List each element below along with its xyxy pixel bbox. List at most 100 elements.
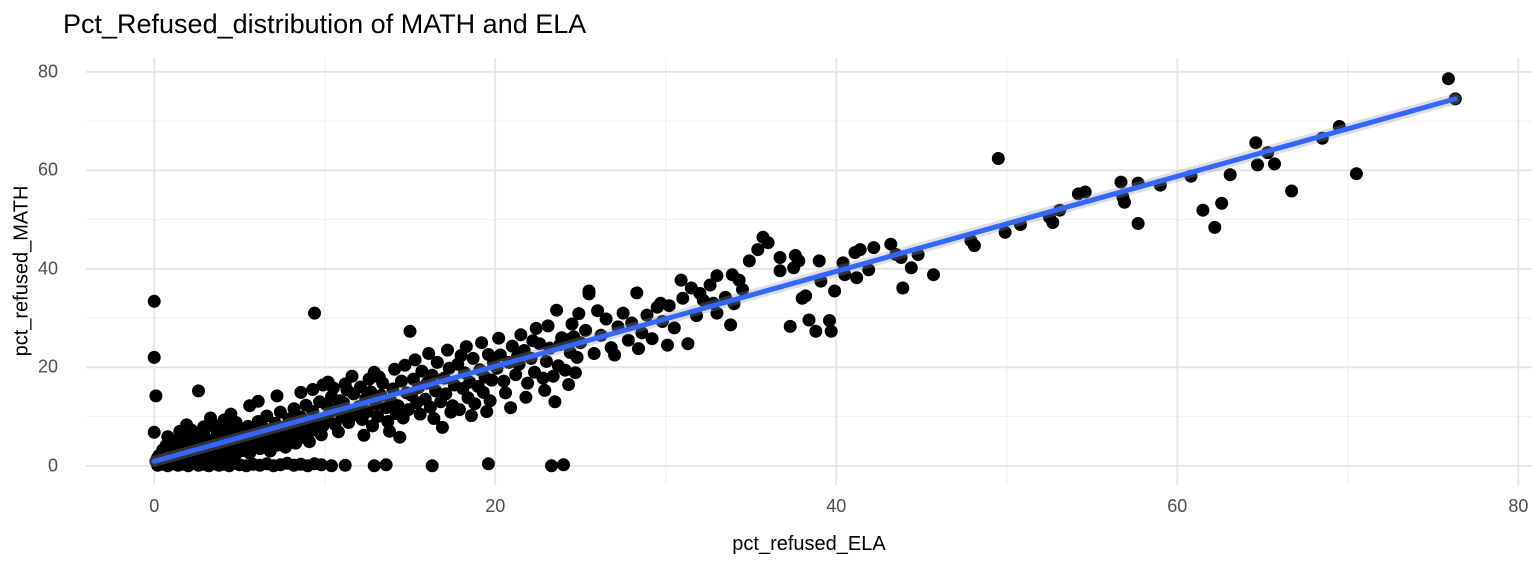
- y-tick-label: 40: [37, 258, 58, 279]
- data-point: [536, 371, 550, 385]
- data-point: [499, 386, 512, 400]
- data-point: [1114, 175, 1128, 189]
- data-point: [338, 377, 352, 391]
- data-point: [441, 343, 454, 357]
- trend-layer: [148, 93, 1461, 467]
- data-point: [799, 289, 813, 303]
- data-point: [1223, 168, 1237, 182]
- data-point: [676, 291, 690, 305]
- data-point: [1078, 185, 1092, 199]
- data-point: [425, 368, 439, 382]
- data-point: [645, 332, 659, 346]
- x-tick-label: 0: [149, 496, 160, 516]
- data-point: [783, 319, 797, 333]
- data-point: [927, 268, 940, 282]
- data-point: [582, 284, 596, 298]
- data-point: [497, 374, 511, 388]
- data-point: [526, 334, 540, 348]
- data-point: [294, 385, 308, 399]
- data-point: [483, 394, 497, 408]
- data-point: [439, 387, 453, 401]
- data-point: [464, 409, 478, 423]
- data-point: [558, 363, 572, 377]
- data-point: [308, 306, 321, 320]
- x-axis-title: pct_refused_ELA: [732, 533, 886, 555]
- trend-line: [151, 96, 1458, 464]
- data-point: [475, 336, 489, 350]
- data-point: [674, 273, 688, 287]
- data-point: [314, 458, 328, 472]
- data-point: [862, 263, 876, 277]
- data-point: [736, 283, 749, 296]
- data-point: [415, 364, 429, 378]
- data-point: [710, 306, 724, 320]
- data-point: [1196, 203, 1210, 217]
- data-point: [1208, 220, 1222, 234]
- data-point: [326, 381, 340, 395]
- data-point: [413, 407, 427, 421]
- y-tick-label: 80: [37, 61, 58, 82]
- data-point: [270, 389, 284, 403]
- data-point: [302, 435, 316, 449]
- data-point: [541, 319, 555, 333]
- data-point: [853, 243, 867, 257]
- data-point: [756, 230, 770, 244]
- data-point: [427, 412, 441, 425]
- data-point: [904, 261, 918, 275]
- data-point: [429, 384, 443, 398]
- data-point: [364, 385, 378, 399]
- data-point: [884, 237, 898, 251]
- data-point: [215, 451, 229, 465]
- data-point: [696, 293, 710, 307]
- data-point: [828, 284, 842, 298]
- data-point: [481, 457, 495, 471]
- data-point: [444, 405, 458, 419]
- data-point: [529, 321, 543, 335]
- data-point: [521, 376, 535, 390]
- data-point: [1118, 195, 1131, 209]
- data-point: [360, 405, 374, 419]
- x-tick-label: 80: [1508, 496, 1529, 516]
- data-point: [338, 458, 352, 472]
- data-point: [492, 331, 506, 345]
- data-point: [850, 271, 864, 285]
- data-point: [480, 405, 494, 419]
- data-point: [403, 324, 417, 338]
- data-point: [710, 269, 724, 283]
- data-point: [812, 254, 826, 268]
- data-point: [773, 264, 787, 278]
- data-point: [398, 358, 412, 372]
- data-point: [550, 303, 564, 317]
- data-point: [161, 430, 175, 444]
- data-point: [430, 355, 444, 369]
- data-point: [209, 421, 223, 435]
- data-point: [185, 432, 199, 446]
- data-point: [354, 380, 367, 394]
- data-point: [572, 307, 586, 321]
- data-point: [408, 353, 422, 367]
- data-point: [545, 459, 558, 473]
- data-point: [724, 318, 738, 332]
- data-point: [703, 278, 717, 292]
- data-point: [565, 317, 579, 331]
- data-point: [367, 459, 381, 473]
- data-point: [514, 328, 528, 342]
- data-point: [251, 394, 265, 408]
- data-point: [147, 425, 161, 439]
- data-point: [147, 294, 161, 308]
- data-point: [197, 427, 211, 441]
- data-point: [1046, 216, 1060, 229]
- data-point: [383, 424, 396, 438]
- data-point: [539, 354, 553, 368]
- data-point: [591, 304, 605, 318]
- data-point: [751, 243, 765, 257]
- data-point: [504, 401, 518, 415]
- data-point: [1131, 217, 1145, 230]
- data-point: [991, 152, 1005, 165]
- x-tick-label: 60: [1167, 496, 1188, 516]
- data-point: [372, 370, 386, 384]
- data-point: [635, 326, 649, 340]
- data-point: [219, 422, 233, 436]
- data-point: [325, 459, 338, 473]
